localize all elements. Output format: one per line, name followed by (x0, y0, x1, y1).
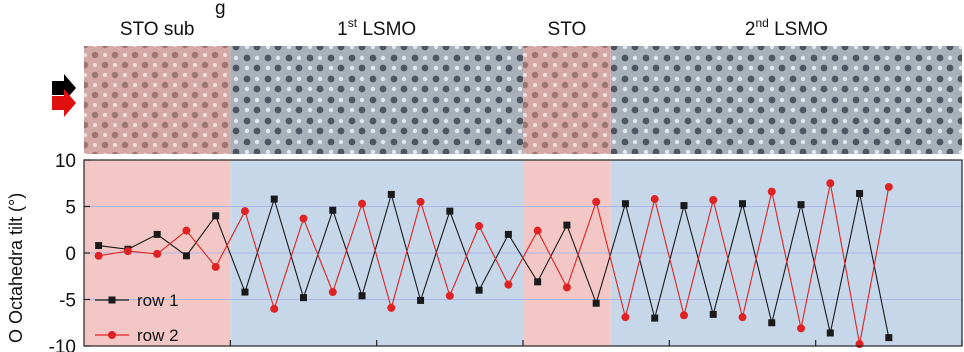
data-point (739, 200, 746, 208)
data-point (212, 212, 220, 220)
data-point (592, 299, 600, 307)
region-label: 2nd LSMO (745, 16, 828, 40)
data-point (94, 251, 103, 260)
data-point (182, 252, 190, 260)
data-point (885, 334, 893, 342)
red-arrow-icon (52, 89, 76, 117)
data-point (211, 262, 220, 271)
data-point (358, 292, 366, 300)
data-point (767, 187, 776, 196)
black-arrow-icon (52, 74, 76, 102)
data-point (592, 197, 601, 206)
sto-image-region (84, 46, 231, 154)
data-point (504, 230, 512, 238)
y-tick-label: -10 (49, 337, 76, 352)
lsmo-image-region (610, 46, 962, 154)
region-label-name: STO (548, 19, 587, 40)
data-point (387, 190, 395, 198)
legend-marker (108, 296, 116, 304)
data-point (299, 214, 308, 223)
region-label-rest: LSMO (357, 19, 416, 40)
data-point (856, 189, 864, 197)
data-point (738, 313, 747, 322)
region-label-rest: LSMO (769, 19, 828, 40)
data-point (445, 291, 454, 300)
data-point (300, 294, 307, 302)
legend-marker (108, 331, 116, 339)
region-label: STO (548, 19, 587, 40)
data-point (475, 286, 483, 294)
region-label: 1st LSMO (337, 16, 416, 40)
data-point (504, 280, 513, 289)
stem-image-strip (84, 46, 962, 154)
legend-label: row 2 (137, 326, 179, 345)
y-tick-label: 0 (65, 244, 76, 265)
lsmo-image-region (230, 46, 524, 154)
legend: row 1 row 2 (95, 291, 179, 345)
data-point (153, 249, 162, 258)
y-tick-label: -5 (59, 291, 76, 312)
data-point (416, 197, 425, 206)
region-label-sup: st (348, 16, 358, 30)
data-point (358, 199, 367, 208)
data-point (182, 226, 191, 235)
data-point (417, 296, 425, 304)
data-point (797, 201, 805, 209)
data-point (797, 324, 806, 333)
y-axis: -10 -5 0 5 10 (49, 151, 963, 352)
data-point (533, 226, 542, 235)
data-point (95, 242, 103, 250)
data-point (621, 200, 629, 208)
region-label-name: STO sub (120, 19, 195, 40)
series-line (98, 192, 890, 338)
data-point (621, 313, 630, 322)
data-point (563, 221, 571, 229)
data-point (709, 310, 717, 318)
data-point (446, 207, 454, 215)
region-label: STO sub (120, 19, 195, 40)
row-arrows (52, 74, 76, 117)
data-point (387, 303, 396, 312)
data-point (709, 195, 718, 204)
data-point (651, 314, 659, 322)
data-point (884, 182, 893, 191)
data-point (153, 230, 161, 238)
data-point (270, 304, 279, 313)
y-axis-label: O Octahedra tilt (°) (6, 193, 26, 343)
data-point (679, 311, 688, 320)
legend-label: row 1 (137, 291, 179, 310)
data-point (826, 329, 834, 337)
region-label-name: 1 (337, 19, 348, 40)
data-point (768, 319, 776, 327)
y-tick-label: 5 (65, 198, 76, 219)
header-text: g (215, 0, 226, 19)
sto-image-region (523, 46, 611, 154)
data-point (650, 195, 659, 204)
data-point (826, 179, 835, 188)
region-label-name: 2 (745, 19, 756, 40)
data-point (240, 207, 249, 216)
data-point (475, 222, 484, 231)
y-tick-label: 10 (55, 151, 76, 172)
region-label-sup: nd (755, 16, 768, 30)
data-point (855, 340, 864, 349)
series-line (98, 183, 890, 345)
data-point (562, 283, 571, 292)
data-point (534, 278, 542, 286)
data-point (241, 288, 249, 296)
data-point (123, 247, 132, 256)
region-labels: STO sub 1st LSMO STO 2nd LSMO (120, 16, 828, 40)
data-point (329, 206, 337, 214)
data-point (328, 288, 337, 297)
data-point (270, 195, 278, 203)
data-point (680, 202, 688, 210)
